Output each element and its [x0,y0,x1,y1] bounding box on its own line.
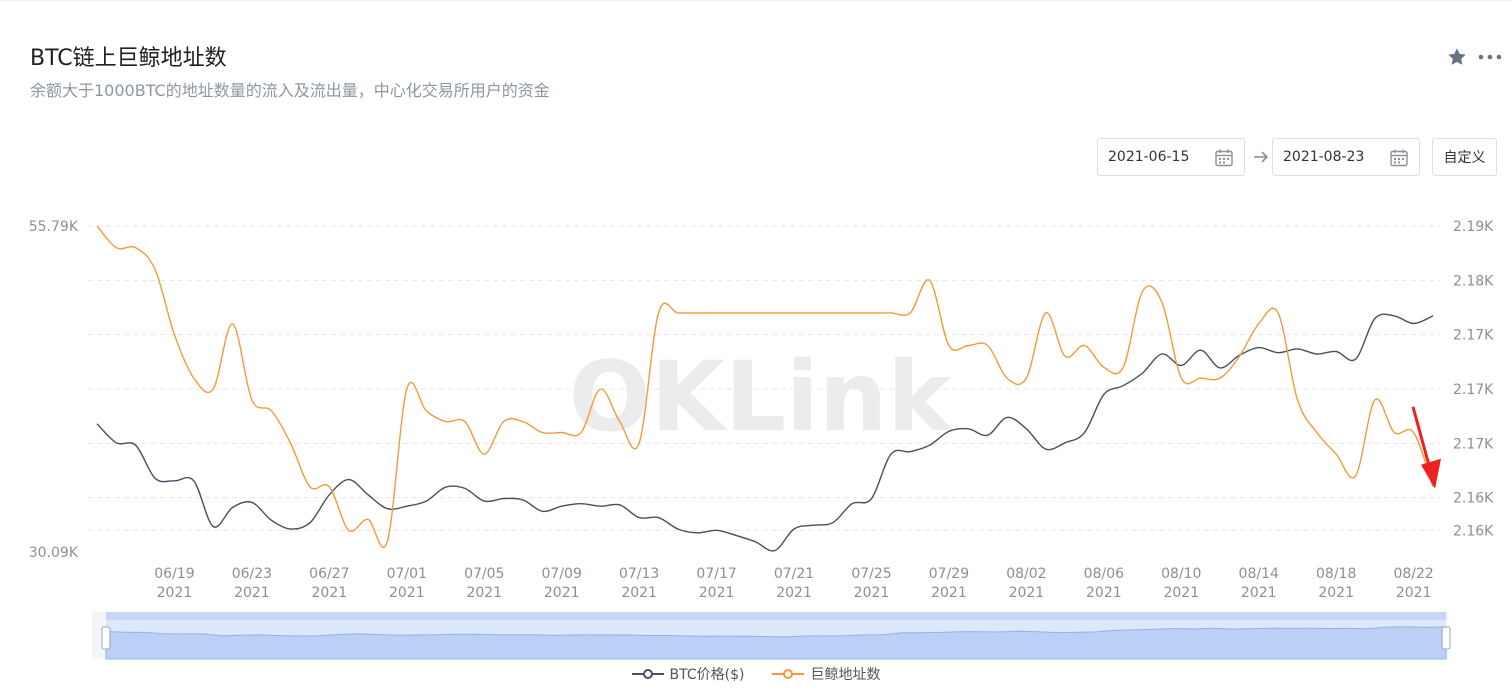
x-tick-year: 2021 [157,585,193,601]
range-navigator[interactable] [92,612,1451,660]
end-date-value: 2021-08-23 [1283,149,1365,165]
x-tick-year: 2021 [1396,585,1432,601]
y-left-tick-label: 30.09K [29,545,79,561]
navigator-area [105,626,1447,660]
x-tick-label: 08/06 [1084,566,1124,582]
red-arrow-annotation [1411,406,1441,489]
legend-label-whale-count: 巨鲸地址数 [810,667,881,683]
legend-item-whale-count[interactable]: 巨鲸地址数 [772,664,880,684]
y-right-tick-label: 2.16K [1453,491,1494,507]
start-date-value: 2021-06-15 [1108,149,1190,165]
x-tick-year: 2021 [1086,585,1122,601]
x-tick-year: 2021 [466,585,502,601]
x-tick-label: 07/01 [387,566,427,582]
end-date-input[interactable]: 2021-08-23 [1272,138,1420,176]
y-right-tick-label: 2.18K [1453,273,1494,289]
drag-handle-icon[interactable] [101,626,111,650]
x-tick-label: 07/17 [696,566,736,582]
x-tick-label: 08/10 [1161,566,1201,582]
y-left-tick-label: 55.79K [29,219,79,235]
y-right-tick-label: 2.17K [1453,382,1494,398]
watermark: OKLink [569,341,953,453]
left-axis: 55.79K 30.09K [29,219,79,561]
x-tick-year: 2021 [1163,585,1199,601]
x-tick-label: 08/18 [1316,566,1356,582]
calendar-icon [1214,148,1234,172]
x-tick-year: 2021 [312,585,348,601]
legend-marker-whale-icon [772,669,805,679]
x-tick-year: 2021 [776,585,812,601]
x-tick-year: 2021 [1009,585,1045,601]
x-tick-label: 08/22 [1393,566,1433,582]
x-tick-label: 07/13 [619,566,659,582]
x-tick-year: 2021 [699,585,735,601]
x-tick-label: 08/14 [1239,566,1279,582]
x-tick-label: 07/21 [774,566,814,582]
page-subtitle: 余额大于1000BTC的地址数量的流入及流出量，中心化交易所用户的资金 [30,81,550,100]
x-tick-label: 07/25 [851,566,891,582]
series-line-whale-count [96,225,1434,549]
x-tick-label: 07/29 [929,566,969,582]
y-right-tick-label: 2.17K [1453,436,1494,452]
navigator-top-bar[interactable] [106,612,1446,620]
page-title: BTC链上巨鲸地址数 [30,46,227,71]
legend-label-btc-price: BTC价格($) [669,667,745,683]
y-right-tick-label: 2.19K [1453,219,1494,235]
arrow-right-icon [1252,148,1270,170]
x-tick-label: 06/23 [232,566,272,582]
x-tick-label: 06/27 [309,566,349,582]
right-axis: 2.19K 2.18K 2.17K 2.17K 2.17K 2.16K 2.16K [1453,219,1494,539]
x-tick-year: 2021 [389,585,425,601]
custom-range-button[interactable]: 自定义 [1432,138,1497,176]
x-tick-year: 2021 [931,585,967,601]
chart-legend: BTC价格($) 巨鲸地址数 [0,664,1512,684]
legend-item-btc-price[interactable]: BTC价格($) [631,664,745,684]
y-right-tick-label: 2.17K [1453,328,1494,344]
more-dots-icon[interactable] [1478,53,1502,61]
start-date-input[interactable]: 2021-06-15 [1097,138,1245,176]
x-tick-year: 2021 [234,585,270,601]
x-tick-label: 08/02 [1006,566,1046,582]
header-actions [1446,46,1502,68]
annotation-arrow-head [1421,458,1441,489]
x-tick-year: 2021 [621,585,657,601]
x-axis: 06/19 2021 06/23 2021 06/27 2021 07/01 2021 07/0… [154,566,1434,601]
x-tick-year: 2021 [1318,585,1354,601]
top-divider [0,0,1512,1]
y-right-tick-label: 2.16K [1453,523,1494,539]
annotation-arrow-shaft [1411,406,1433,474]
legend-marker-btc-icon [631,669,664,679]
star-icon[interactable] [1446,46,1468,68]
x-tick-year: 2021 [1241,585,1277,601]
drag-handle-icon[interactable] [1441,626,1451,650]
x-tick-label: 07/09 [542,566,582,582]
grid-lines [88,225,1440,531]
calendar-icon [1389,148,1409,172]
x-tick-label: 07/05 [464,566,504,582]
series-line-btc-price [96,313,1434,552]
x-tick-year: 2021 [544,585,580,601]
x-tick-year: 2021 [854,585,890,601]
x-tick-label: 06/19 [154,566,194,582]
